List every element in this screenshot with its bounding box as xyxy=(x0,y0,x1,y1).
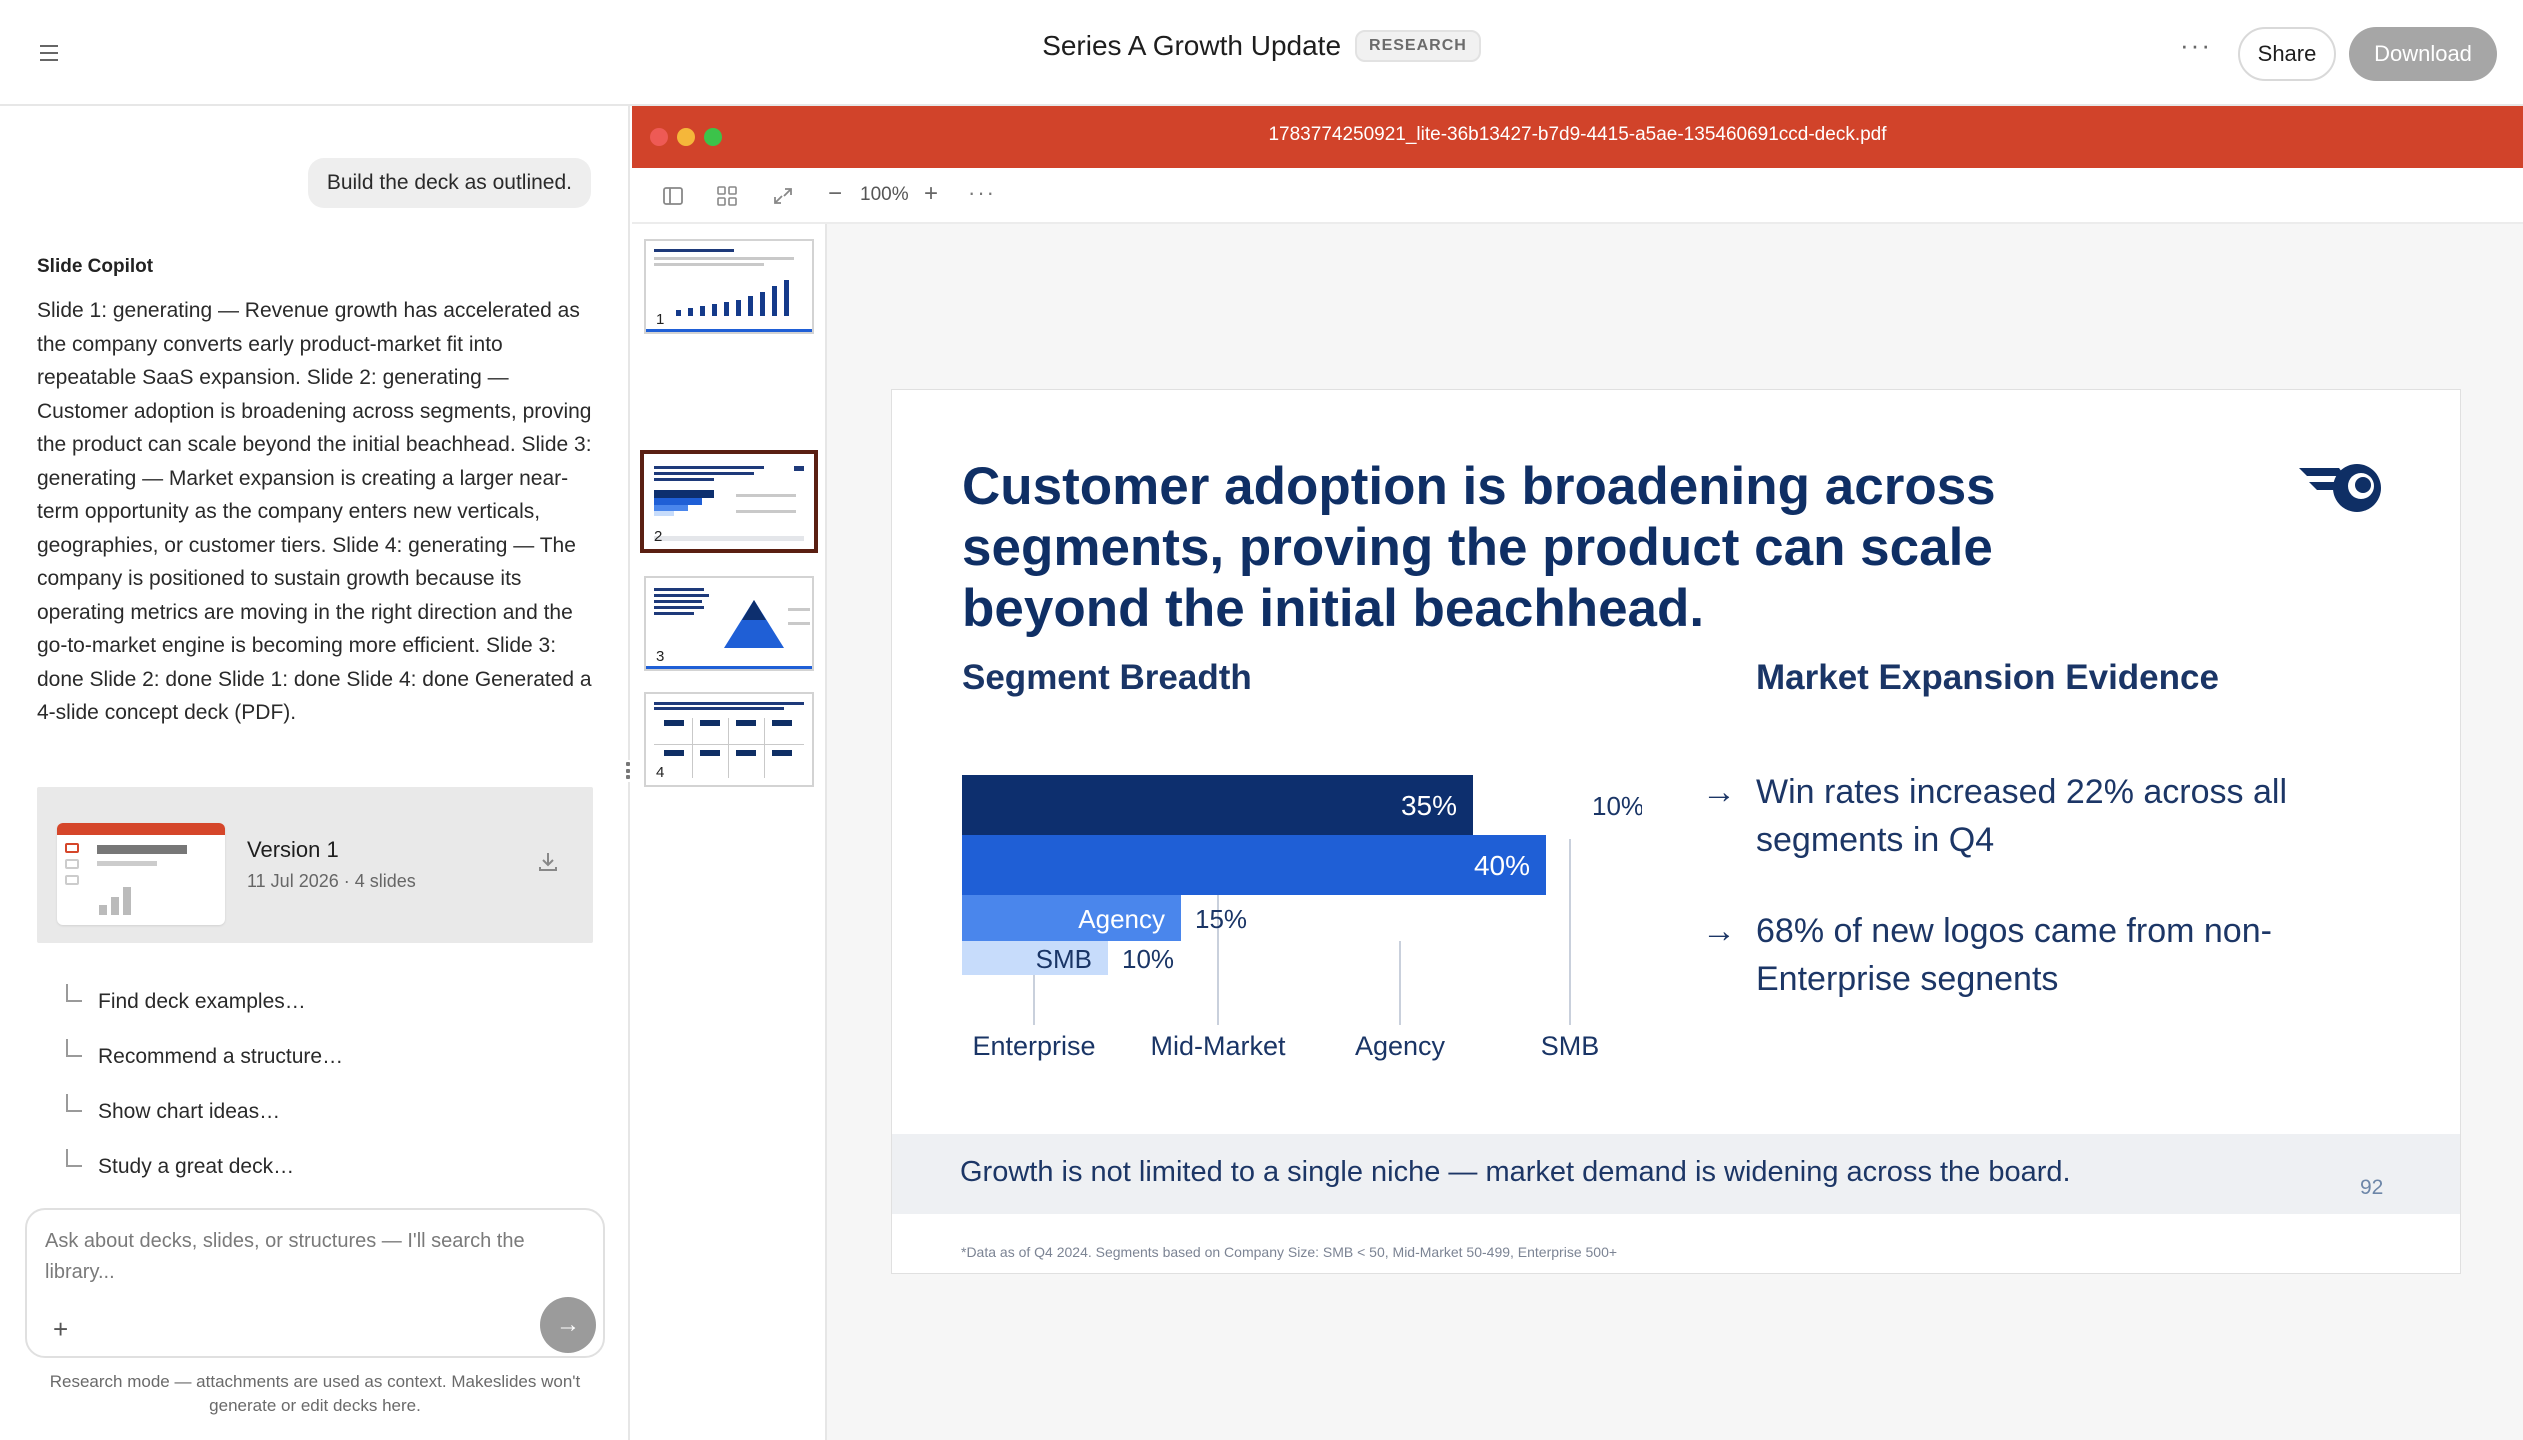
slide-footnote: *Data as of Q4 2024. Segments based on C… xyxy=(961,1244,1618,1260)
bar-inner-label: SMB xyxy=(1036,944,1092,974)
zoom-out-button[interactable]: − xyxy=(828,180,843,207)
user-message: Build the deck as outlined. xyxy=(307,158,591,208)
suggestion-item[interactable]: Recommend a structure… xyxy=(62,1029,343,1084)
bar-outer-label: 10% xyxy=(1122,944,1174,974)
more-options-icon[interactable]: ··· xyxy=(2180,30,2212,60)
evidence-bullet: → 68% of new logos came from non-Enterpr… xyxy=(1702,907,2402,1003)
suggestion-label: Recommend a structure… xyxy=(98,1044,344,1068)
category-label: SMB xyxy=(1541,1031,1600,1061)
zoom-in-button[interactable]: + xyxy=(924,180,939,207)
branch-icon xyxy=(66,1039,82,1057)
branch-icon xyxy=(66,984,82,1002)
download-icon[interactable] xyxy=(535,849,561,875)
assistant-name: Slide Copilot xyxy=(37,256,154,277)
document-title: Series A Growth Update xyxy=(1042,30,1342,61)
version-card[interactable]: Version 1 11 Jul 2026 · 4 slides xyxy=(37,787,593,943)
branch-icon xyxy=(66,1094,82,1112)
title-group: Series A Growth Update RESEARCH xyxy=(0,30,2523,62)
chat-panel: Build the deck as outlined. Slide Copilo… xyxy=(0,106,630,1440)
suggestion-item[interactable]: Study a great deck… xyxy=(62,1139,343,1194)
page-thumbnail-2[interactable]: 2 xyxy=(640,450,818,553)
page-number: 2 xyxy=(654,528,663,545)
grid-view-icon[interactable] xyxy=(716,186,738,206)
download-button[interactable]: Download xyxy=(2349,27,2497,81)
page-number: 3 xyxy=(656,648,665,665)
slide-page-number: 92 xyxy=(2360,1176,2384,1199)
bar-smb xyxy=(962,941,1108,975)
zoom-level: 100% xyxy=(860,184,909,205)
chat-input[interactable]: Ask about decks, slides, or structures —… xyxy=(45,1230,525,1283)
hamburger-menu-icon[interactable] xyxy=(34,38,64,68)
sidebar-toggle-icon[interactable] xyxy=(662,186,684,206)
bar-inner-label: 35% xyxy=(1401,790,1457,821)
suggestion-item[interactable]: Find deck examples… xyxy=(62,974,343,1029)
bar-mid-market xyxy=(962,835,1546,895)
category-label: Mid-Market xyxy=(1150,1031,1286,1061)
expand-icon[interactable] xyxy=(772,186,794,206)
close-window-icon[interactable] xyxy=(650,128,668,146)
top-bar: Series A Growth Update RESEARCH ··· Shar… xyxy=(0,0,2523,106)
arrow-icon: → xyxy=(1702,912,1736,950)
version-title: Version 1 xyxy=(247,837,339,862)
suggestion-label: Show chart ideas… xyxy=(98,1099,281,1123)
minimize-window-icon[interactable] xyxy=(677,128,695,146)
suggestion-item[interactable]: Show chart ideas… xyxy=(62,1084,343,1139)
branch-icon xyxy=(66,1149,82,1167)
page-thumbnail-3[interactable]: 3 xyxy=(644,576,814,671)
arrow-icon: → xyxy=(1702,773,1736,811)
category-label: Agency xyxy=(1355,1031,1446,1061)
suggestion-list: Find deck examples… Recommend a structur… xyxy=(62,974,343,1194)
bar-inner-label: 40% xyxy=(1474,850,1530,881)
takeaway-text: Growth is not limited to a single niche … xyxy=(960,1156,2071,1188)
suggestion-label: Study a great deck… xyxy=(98,1154,295,1178)
share-button[interactable]: Share xyxy=(2238,27,2336,81)
version-thumbnail xyxy=(57,823,225,925)
viewer-more-icon[interactable]: ··· xyxy=(968,180,996,205)
company-logo-icon xyxy=(2299,464,2381,512)
bullet-text: 68% of new logos came from non-Enterpris… xyxy=(1756,912,2272,998)
bullet-text: Win rates increased 22% across all segme… xyxy=(1756,773,2288,859)
segment-breadth-heading: Segment Breadth xyxy=(962,658,1252,697)
mode-badge: RESEARCH xyxy=(1355,30,1481,62)
pdf-filename: 1783774250921_lite-36b13427-b7d9-4415-a5… xyxy=(1268,124,1887,145)
bar-outer-label: 15% xyxy=(1195,904,1247,934)
segment-bar-chart: 35% 10% 40% Agency 15% SMB 10% Enterprise Mid-Ma… xyxy=(962,775,1642,1061)
bar-enterprise xyxy=(962,775,1473,835)
send-button[interactable]: → xyxy=(540,1297,596,1353)
bar-outer-label: 10% xyxy=(1592,791,1642,821)
page-thumbnail-rail: 1 2 xyxy=(632,224,827,1440)
page-number: 1 xyxy=(656,311,665,328)
assistant-message: Slide 1: generating — Revenue growth has… xyxy=(37,299,592,724)
pdf-viewer: 1783774250921_lite-36b13427-b7d9-4415-a5… xyxy=(632,106,2523,1440)
maximize-window-icon[interactable] xyxy=(704,128,722,146)
bar-inner-label: Agency xyxy=(1078,904,1165,934)
attach-plus-icon[interactable]: + xyxy=(53,1314,69,1344)
evidence-bullet: → Win rates increased 22% across all seg… xyxy=(1702,768,2402,864)
viewer-titlebar: 1783774250921_lite-36b13427-b7d9-4415-a5… xyxy=(632,106,2523,168)
page-thumbnail-1[interactable]: 1 xyxy=(644,239,814,334)
research-mode-note: Research mode — attachments are used as … xyxy=(49,1372,581,1415)
slide-page: Customer adoption is broadening across s… xyxy=(891,389,2461,1274)
slide-title: Customer adoption is broadening across s… xyxy=(962,457,1996,638)
version-subtitle: 11 Jul 2026 · 4 slides xyxy=(247,871,416,891)
page-thumbnail-4[interactable]: 4 xyxy=(644,692,814,787)
takeaway-band: Growth is not limited to a single niche … xyxy=(892,1134,2460,1214)
category-label: Enterprise xyxy=(972,1031,1095,1061)
pyramid-icon xyxy=(724,600,784,648)
suggestion-label: Find deck examples… xyxy=(98,989,306,1013)
chat-composer: Ask about decks, slides, or structures —… xyxy=(25,1208,605,1358)
bar-agency xyxy=(962,895,1181,941)
viewer-toolbar: − 100% + ··· xyxy=(632,168,2523,224)
page-number: 4 xyxy=(656,764,665,781)
market-evidence-heading: Market Expansion Evidence xyxy=(1756,658,2219,697)
